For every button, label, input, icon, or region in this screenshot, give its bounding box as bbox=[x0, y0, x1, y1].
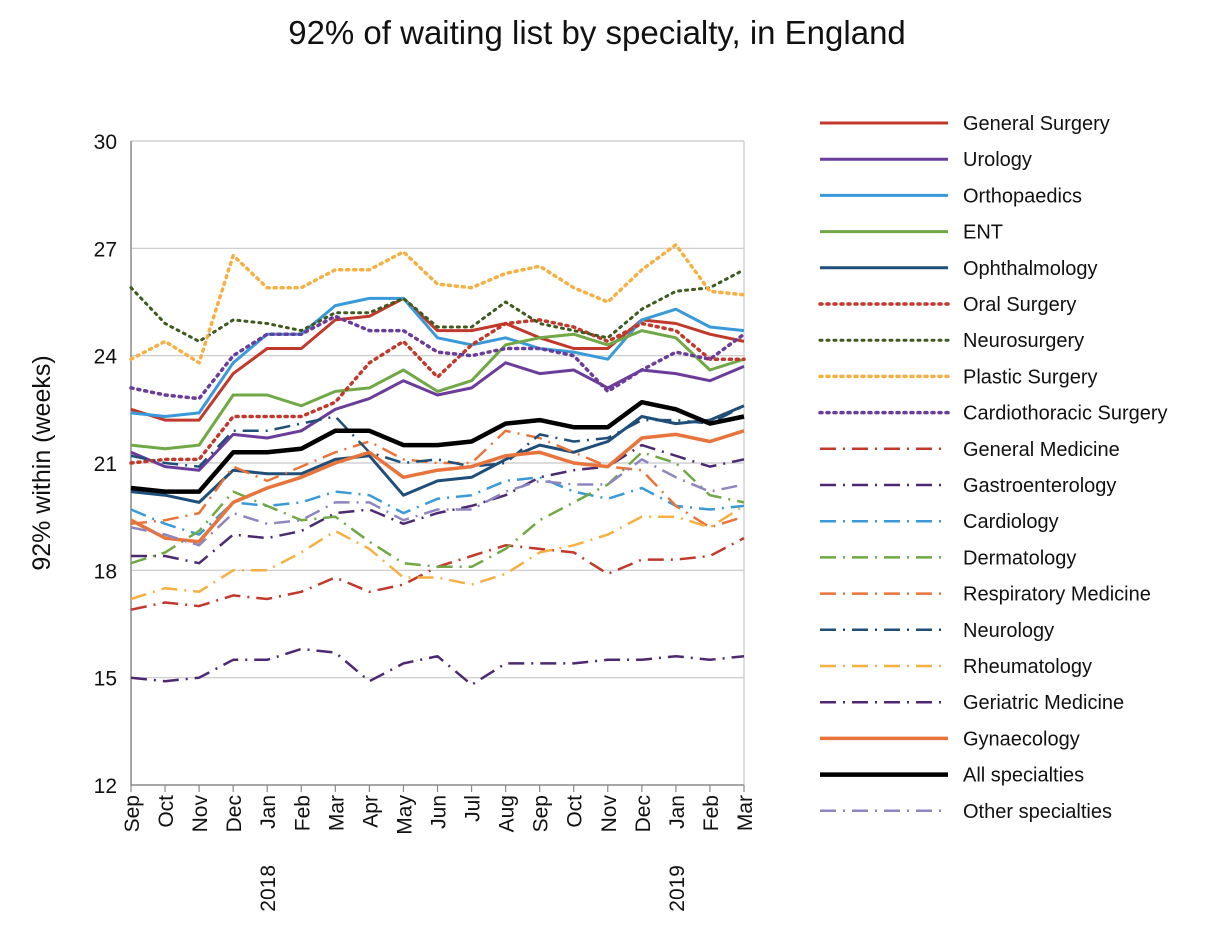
legend-label-ophthalmology: Ophthalmology bbox=[963, 258, 1098, 280]
x-tick-label: Nov bbox=[189, 795, 212, 833]
x-tick-label: Jun bbox=[428, 795, 451, 829]
series-line-cardiology bbox=[130, 476, 745, 536]
legend-label-other-specialties: Other specialties bbox=[963, 801, 1112, 823]
y-tick-label: 21 bbox=[94, 453, 117, 476]
x-year-label: 2019 bbox=[666, 865, 689, 912]
y-axis-label: 92% within (weeks) bbox=[28, 355, 56, 570]
x-tick-label: May bbox=[393, 795, 416, 835]
y-tick-label: 30 bbox=[94, 131, 117, 154]
y-tick-label: 18 bbox=[94, 560, 117, 583]
x-tick-label: Feb bbox=[291, 795, 314, 831]
series-line-cardiothoracic-surgery bbox=[129, 314, 746, 401]
legend-label-gynaecology: Gynaecology bbox=[963, 728, 1080, 750]
x-tick-label: Sep bbox=[121, 795, 144, 832]
x-tick-label: Sep bbox=[530, 795, 553, 832]
legend-label-general-medicine: General Medicine bbox=[963, 439, 1120, 461]
legend-label-general-surgery: General Surgery bbox=[963, 113, 1110, 135]
series-line-orthopaedics bbox=[130, 296, 745, 418]
y-tick-label: 24 bbox=[94, 346, 118, 369]
x-year-label: 2018 bbox=[257, 865, 280, 912]
series-line-plastic-surgery bbox=[129, 243, 746, 365]
y-tick-label: 15 bbox=[94, 668, 117, 691]
y-tick-label: 12 bbox=[94, 775, 117, 798]
legend-label-neurosurgery: Neurosurgery bbox=[963, 330, 1084, 352]
legend-label-gastroenterology: Gastroenterology bbox=[963, 475, 1116, 497]
tick-labels: 12 15 18 21 24 27 30 Sep Oct Nov Dec Jan Feb Mar Apr Ma… bbox=[94, 131, 757, 912]
series-line-other-specialties bbox=[130, 458, 745, 547]
series-line-gynaecology bbox=[130, 429, 745, 544]
legend-label-all-specialties: All specialties bbox=[963, 765, 1084, 787]
legend-label-neurology: Neurology bbox=[963, 620, 1054, 642]
legend-label-cardiology: Cardiology bbox=[963, 511, 1059, 533]
legend-label-rheumatology: Rheumatology bbox=[963, 656, 1092, 678]
series-line-ophthalmology bbox=[130, 404, 745, 504]
x-tick-label: Oct bbox=[564, 795, 587, 828]
x-tick-label: Mar bbox=[325, 795, 348, 831]
chart-title: 92% of waiting list by specialty, in Eng… bbox=[288, 14, 906, 51]
series-line-rheumatology bbox=[130, 504, 745, 601]
x-tick-label: Dec bbox=[632, 795, 655, 832]
legend-label-respiratory-medicine: Respiratory Medicine bbox=[963, 584, 1151, 606]
series-lines bbox=[129, 243, 746, 687]
legend-label-oral-surgery: Oral Surgery bbox=[963, 294, 1076, 316]
x-tick-label: Apr bbox=[359, 795, 382, 828]
legend-label-dermatology: Dermatology bbox=[963, 547, 1076, 569]
legend: General Surgery Urology Orthopaedics ENT Oph… bbox=[818, 113, 1168, 823]
x-tick-label: Dec bbox=[223, 795, 246, 832]
x-tick-label: Aug bbox=[496, 795, 519, 832]
legend-label-urology: Urology bbox=[963, 149, 1032, 171]
legend-label-ent: ENT bbox=[963, 222, 1003, 244]
x-tick-label: Jan bbox=[257, 795, 280, 829]
series-line-gastroenterology bbox=[131, 443, 745, 565]
series-line-geriatric-medicine bbox=[130, 647, 745, 687]
x-tick-label: Nov bbox=[598, 795, 621, 833]
series-line-general-medicine bbox=[130, 536, 745, 611]
legend-label-plastic-surgery: Plastic Surgery bbox=[963, 366, 1098, 388]
x-tick-label: Jul bbox=[462, 795, 485, 822]
series-line-neurosurgery bbox=[129, 268, 746, 343]
legend-label-cardiothoracic-surgery: Cardiothoracic Surgery bbox=[963, 403, 1168, 425]
series-line-ent bbox=[130, 329, 745, 451]
series-line-dermatology bbox=[130, 451, 745, 569]
x-tick-label: Oct bbox=[155, 795, 178, 828]
y-tick-label: 27 bbox=[94, 238, 117, 261]
series-line-oral-surgery bbox=[129, 318, 746, 465]
x-tick-label: Mar bbox=[734, 795, 757, 831]
x-tick-label: Feb bbox=[700, 795, 723, 831]
x-tick-label: Jan bbox=[666, 795, 689, 829]
legend-label-orthopaedics: Orthopaedics bbox=[963, 185, 1082, 207]
legend-label-geriatric-medicine: Geriatric Medicine bbox=[963, 692, 1124, 714]
series-line-all-specialties bbox=[130, 399, 745, 494]
